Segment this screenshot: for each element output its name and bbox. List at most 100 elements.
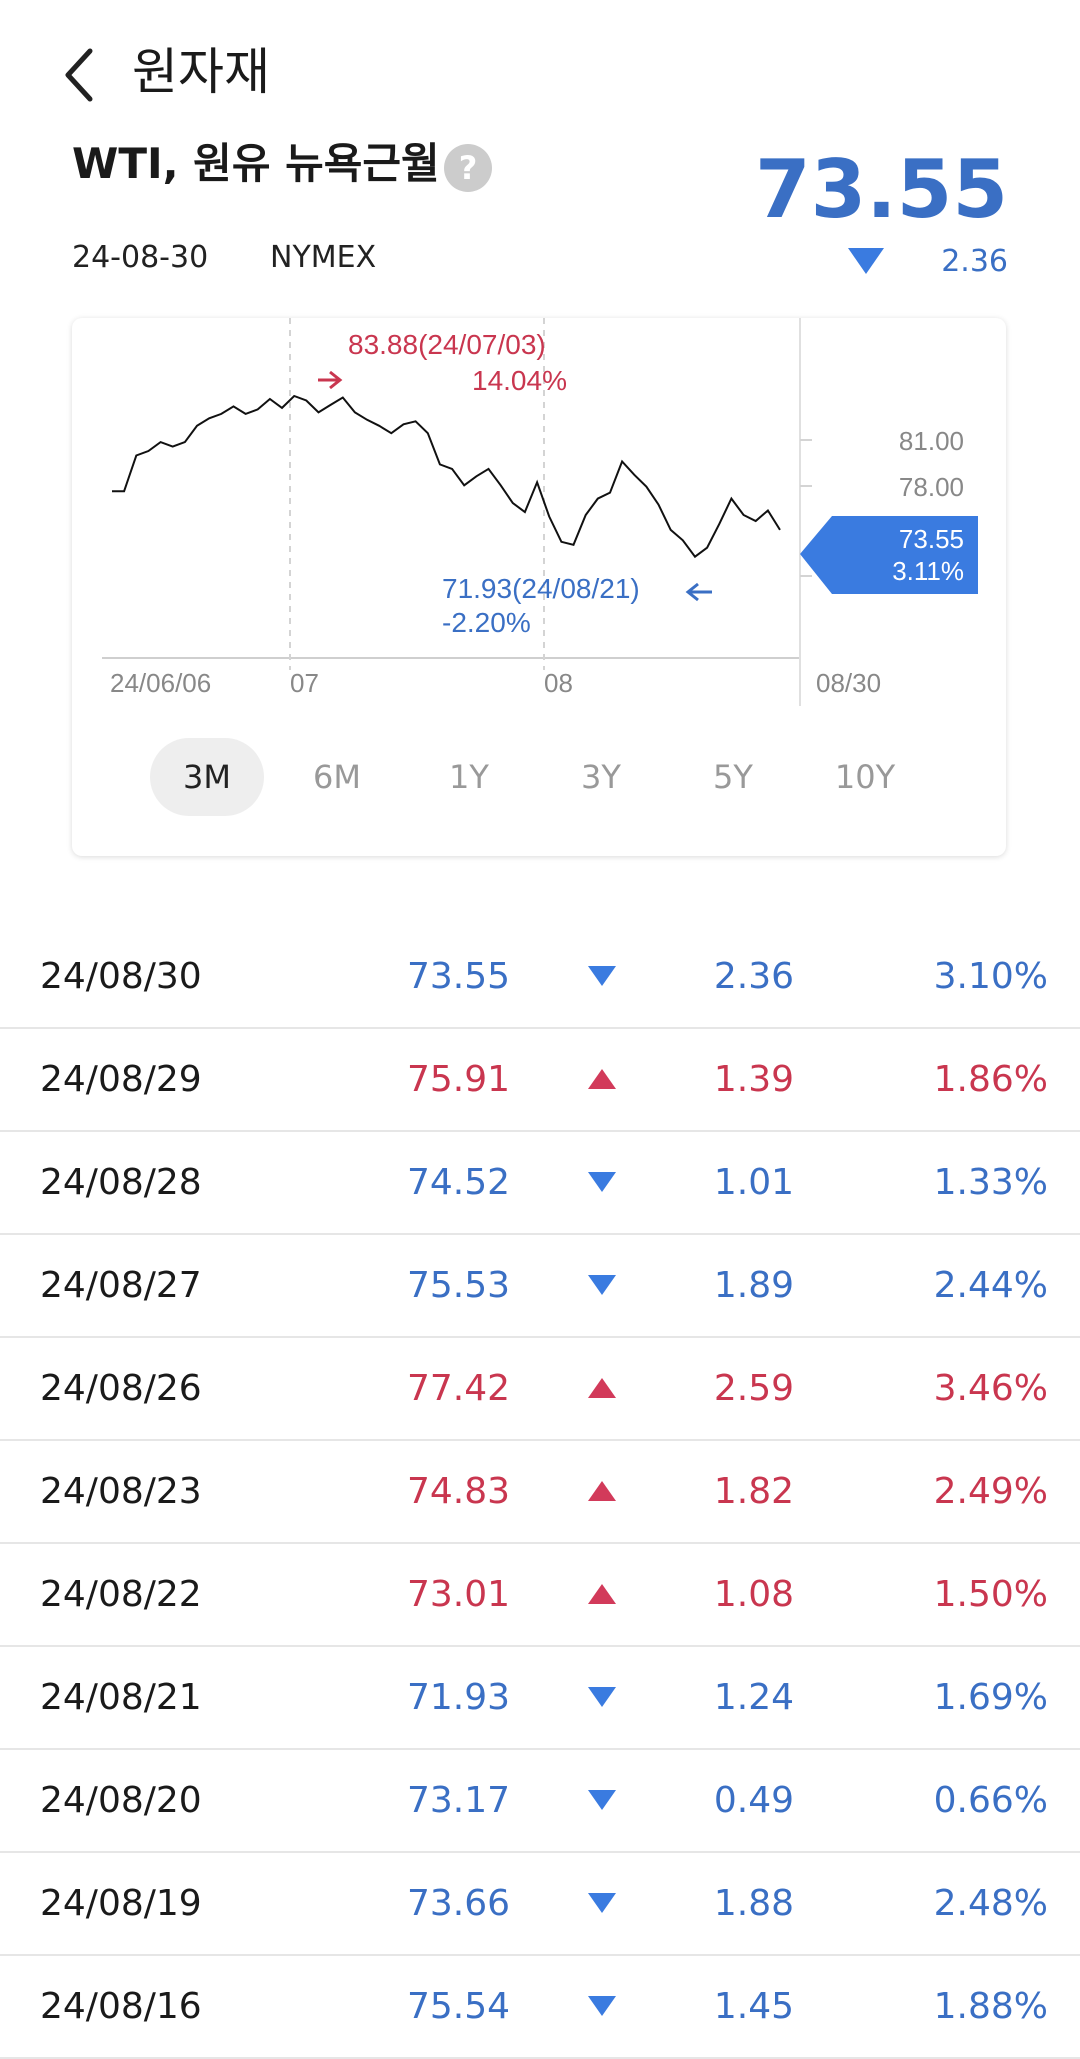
row-close: 71.93: [406, 1677, 510, 1718]
row-percent: 2.48%: [933, 1883, 1048, 1924]
low-annotation-pct: -2.20%: [442, 607, 531, 638]
row-percent: 1.50%: [933, 1574, 1048, 1615]
back-button[interactable]: [60, 40, 120, 110]
x-tick-label: 24/06/06: [110, 668, 211, 698]
app-header: 원자재: [0, 0, 1080, 140]
high-annotation-pct: 14.04%: [472, 365, 567, 396]
current-tag-pct: 3.11%: [892, 556, 964, 586]
row-percent: 3.10%: [933, 956, 1048, 997]
row-change: 1.08: [713, 1574, 794, 1615]
row-change: 1.82: [713, 1471, 794, 1512]
row-date: 24/08/19: [40, 1883, 202, 1924]
exchange-name: NYMEX: [270, 240, 377, 275]
row-change: 0.49: [713, 1780, 794, 1821]
up-arrow-icon: [588, 1584, 616, 1604]
row-change: 2.59: [713, 1368, 794, 1409]
price-chart-card: 83.88(24/07/03) 14.04% 71.93(24/08/21) -…: [72, 318, 1006, 856]
down-arrow-icon: [588, 1172, 616, 1192]
table-row[interactable]: 24/08/21 71.93 1.24 1.69%: [0, 1647, 1080, 1750]
tab-5y[interactable]: 5Y: [713, 758, 753, 796]
x-tick-label: 08: [544, 668, 573, 698]
row-change: 1.39: [713, 1059, 794, 1100]
row-date: 24/08/26: [40, 1368, 202, 1409]
help-icon[interactable]: ?: [444, 144, 492, 192]
table-row[interactable]: 24/08/20 73.17 0.49 0.66%: [0, 1750, 1080, 1853]
table-row[interactable]: 24/08/27 75.53 1.89 2.44%: [0, 1235, 1080, 1338]
page-title: 원자재: [132, 43, 270, 101]
price-line: [112, 394, 781, 559]
row-close: 73.01: [406, 1574, 510, 1615]
row-date: 24/08/27: [40, 1265, 202, 1306]
price-chart[interactable]: 83.88(24/07/03) 14.04% 71.93(24/08/21) -…: [72, 318, 1006, 738]
row-percent: 1.88%: [933, 1986, 1048, 2027]
down-arrow-icon: [588, 1893, 616, 1913]
current-tag-value: 73.55: [899, 524, 964, 554]
up-arrow-icon: [588, 1481, 616, 1501]
row-close: 75.91: [406, 1059, 510, 1100]
table-row[interactable]: 24/08/30 73.55 2.36 3.10%: [0, 926, 1080, 1029]
tab-3m[interactable]: 3M: [150, 738, 264, 816]
row-close: 74.83: [406, 1471, 510, 1512]
down-arrow-icon: [588, 1687, 616, 1707]
row-percent: 1.69%: [933, 1677, 1048, 1718]
tab-6m[interactable]: 6M: [313, 758, 361, 796]
row-close: 75.54: [406, 1986, 510, 2027]
table-row[interactable]: 24/08/26 77.42 2.59 3.46%: [0, 1338, 1080, 1441]
row-date: 24/08/28: [40, 1162, 202, 1203]
row-date: 24/08/23: [40, 1471, 202, 1512]
chevron-left-icon: [65, 48, 93, 102]
table-row[interactable]: 24/08/23 74.83 1.82 2.49%: [0, 1441, 1080, 1544]
current-price: 73.55: [754, 143, 1008, 236]
tab-10y[interactable]: 10Y: [834, 758, 896, 796]
row-change: 1.45: [713, 1986, 794, 2027]
row-percent: 0.66%: [933, 1780, 1048, 1821]
range-tabs: 3M 6M 1Y 3Y 5Y 10Y: [72, 738, 1006, 818]
row-close: 73.66: [406, 1883, 510, 1924]
table-row[interactable]: 24/08/29 75.91 1.39 1.86%: [0, 1029, 1080, 1132]
instrument-name: WTI, 원유 뉴욕근월: [72, 139, 440, 188]
row-change: 1.89: [713, 1265, 794, 1306]
low-annotation-value: 71.93(24/08/21): [442, 573, 640, 604]
up-arrow-icon: [588, 1069, 616, 1089]
row-percent: 1.33%: [933, 1162, 1048, 1203]
x-tick-label: 07: [290, 668, 319, 698]
down-arrow-icon: [588, 966, 616, 986]
y-tick-label: 78.00: [899, 472, 964, 502]
row-percent: 2.44%: [933, 1265, 1048, 1306]
row-date: 24/08/30: [40, 956, 202, 997]
x-tick-label: 08/30: [816, 668, 881, 698]
row-date: 24/08/22: [40, 1574, 202, 1615]
row-change: 1.01: [713, 1162, 794, 1203]
table-row[interactable]: 24/08/22 73.01 1.08 1.50%: [0, 1544, 1080, 1647]
table-row[interactable]: 24/08/28 74.52 1.01 1.33%: [0, 1132, 1080, 1235]
row-percent: 3.46%: [933, 1368, 1048, 1409]
down-arrow-icon: [588, 1996, 616, 2016]
row-close: 75.53: [406, 1265, 510, 1306]
arrow-right-icon: [318, 370, 343, 390]
row-change: 1.24: [713, 1677, 794, 1718]
row-percent: 2.49%: [933, 1471, 1048, 1512]
row-close: 77.42: [406, 1368, 510, 1409]
row-date: 24/08/21: [40, 1677, 202, 1718]
row-close: 73.17: [406, 1780, 510, 1821]
row-date: 24/08/20: [40, 1780, 202, 1821]
down-arrow-icon: [588, 1275, 616, 1295]
down-arrow-icon: [588, 1790, 616, 1810]
price-history-table: 24/08/30 73.55 2.36 3.10% 24/08/29 75.91 1.39 1…: [0, 926, 1080, 2059]
table-row[interactable]: 24/08/19 73.66 1.88 2.48%: [0, 1853, 1080, 1956]
arrow-left-icon: [685, 582, 712, 602]
quote-date: 24-08-30: [72, 240, 209, 275]
row-date: 24/08/16: [40, 1986, 202, 2027]
row-close: 74.52: [406, 1162, 510, 1203]
y-tick-label: 81.00: [899, 426, 964, 456]
tab-1y[interactable]: 1Y: [449, 758, 489, 796]
table-row[interactable]: 24/08/16 75.54 1.45 1.88%: [0, 1956, 1080, 2059]
row-change: 2.36: [713, 956, 794, 997]
row-percent: 1.86%: [933, 1059, 1048, 1100]
high-annotation-value: 83.88(24/07/03): [348, 329, 546, 360]
tab-3y[interactable]: 3Y: [581, 758, 621, 796]
down-arrow-icon: [848, 248, 884, 274]
row-change: 1.88: [713, 1883, 794, 1924]
up-arrow-icon: [588, 1378, 616, 1398]
current-price-tag: [800, 516, 978, 594]
